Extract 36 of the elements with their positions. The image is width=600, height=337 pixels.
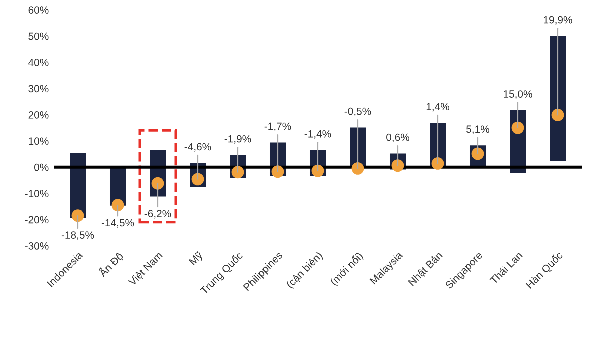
data-label: -1,9% — [224, 135, 252, 144]
data-label: -1,4% — [304, 130, 332, 140]
y-tick-label: -10% — [25, 190, 49, 198]
y-tick-label: 0% — [34, 164, 49, 172]
point — [72, 210, 84, 222]
y-tick-label: -20% — [25, 216, 49, 224]
point — [272, 166, 284, 178]
y-tick-label: 30% — [28, 85, 49, 93]
x-tick-label: Thái Lan — [489, 251, 523, 285]
data-label: -6,2% — [144, 210, 172, 219]
point — [512, 122, 524, 134]
data-label: -4,6% — [184, 143, 212, 152]
data-label: 15,0% — [504, 90, 532, 100]
x-tick-label: Mỹ — [188, 250, 205, 267]
y-tick-label: 40% — [28, 59, 49, 66]
data-label: -0,5% — [344, 108, 372, 116]
y-tick-label: 20% — [28, 111, 49, 119]
x-tick-label: Ấn Độ — [97, 250, 125, 279]
data-label: -14,5% — [102, 219, 134, 228]
data-label: -18,5% — [62, 232, 94, 240]
data-label: 1,4% — [426, 103, 450, 112]
point — [432, 157, 444, 170]
data-label: 5,1% — [466, 126, 490, 134]
data-label: 0,6% — [386, 134, 410, 142]
bar — [550, 36, 566, 162]
point — [112, 199, 124, 212]
y-tick-label: 50% — [28, 32, 49, 40]
point — [352, 162, 364, 175]
point — [312, 164, 324, 178]
y-tick-label: -30% — [25, 242, 49, 250]
y-tick-label: 10% — [29, 138, 49, 146]
y-tick-label: 60% — [28, 6, 49, 14]
point — [552, 109, 564, 122]
data-label: 19,9% — [544, 16, 572, 26]
data-label: -1,7% — [264, 122, 292, 132]
point — [152, 177, 164, 190]
